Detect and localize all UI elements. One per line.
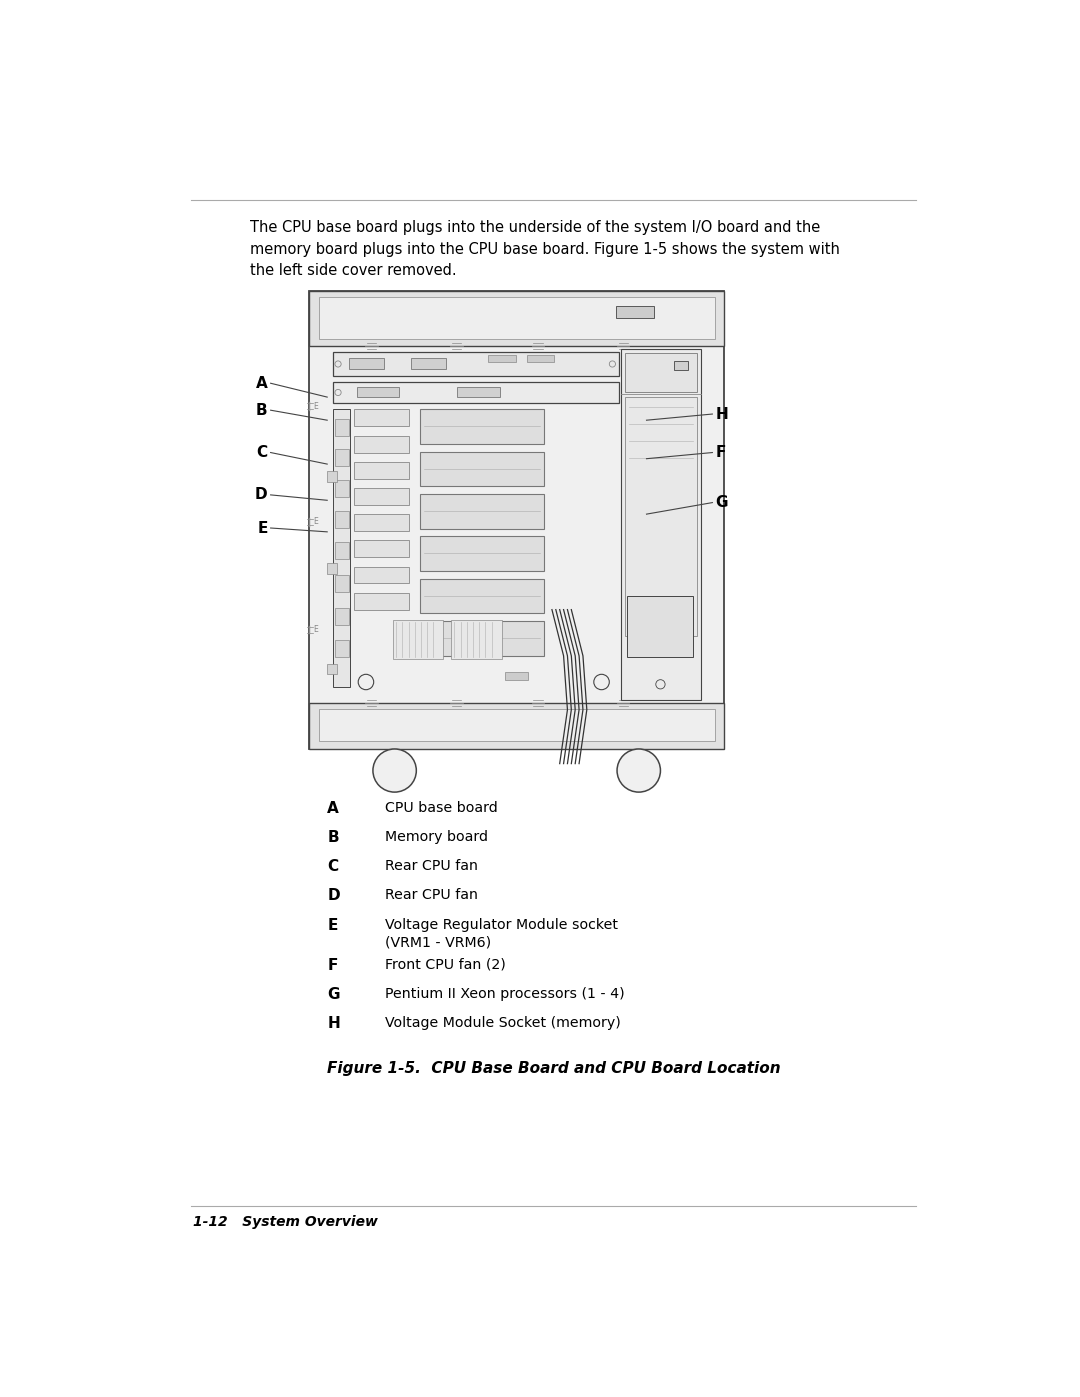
Circle shape [617,749,661,792]
Bar [335,608,349,624]
Bar [625,353,697,391]
Bar [625,397,697,636]
Bar [354,592,408,609]
Text: Front CPU fan (2): Front CPU fan (2) [384,958,505,972]
Text: C: C [256,446,268,460]
Text: The CPU base board plugs into the underside of the system I/O board and the
memo: The CPU base board plugs into the unders… [249,219,839,278]
Text: H: H [327,1016,340,1031]
Bar [327,563,337,574]
Text: A: A [256,376,268,391]
Text: G: G [327,986,340,1002]
Bar [393,620,444,659]
Bar [616,306,654,317]
Bar [335,542,349,559]
Bar [458,387,500,397]
Bar [420,451,544,486]
Bar [527,355,554,362]
Text: B: B [256,402,268,418]
Bar [309,703,724,749]
Text: Rear CPU fan: Rear CPU fan [384,888,477,902]
Text: Figure 1-5.  CPU Base Board and CPU Board Location: Figure 1-5. CPU Base Board and CPU Board… [326,1060,781,1076]
Bar [354,541,408,557]
Text: C: C [327,859,338,875]
Text: H: H [715,407,728,422]
Circle shape [373,749,416,792]
Text: E: E [313,624,318,634]
Bar [354,514,408,531]
Bar [335,419,349,436]
Bar [354,462,408,479]
Bar [335,450,349,467]
Bar [309,291,724,346]
Text: A: A [327,800,339,816]
Text: E: E [313,402,318,411]
Bar [354,488,408,504]
Text: E: E [327,918,338,933]
Text: Memory board: Memory board [384,830,487,844]
Text: F: F [715,446,726,460]
Bar [327,664,337,675]
Bar [410,358,446,369]
Bar [420,578,544,613]
Bar [335,640,349,658]
Bar [674,360,688,370]
Bar [334,381,619,404]
Bar [420,495,544,529]
Text: G: G [715,495,728,510]
Text: Rear CPU fan: Rear CPU fan [384,859,477,873]
Bar [488,355,515,362]
Bar [627,595,693,658]
Text: Voltage Regulator Module socket
(VRM1 - VRM6): Voltage Regulator Module socket (VRM1 - … [384,918,618,950]
Bar [319,298,715,338]
Text: D: D [255,488,268,503]
Text: Voltage Module Socket (memory): Voltage Module Socket (memory) [384,1016,620,1030]
Text: B: B [327,830,339,845]
Bar [621,349,701,700]
Text: 1-12   System Overview: 1-12 System Overview [193,1215,378,1229]
Bar [327,471,337,482]
Bar [335,576,349,592]
Text: F: F [327,958,338,972]
Bar [334,409,350,686]
Bar [309,291,724,749]
Bar [420,536,544,571]
Bar [356,387,400,397]
Bar [451,620,501,659]
Bar [354,436,408,453]
Bar [420,622,544,655]
Bar [349,358,383,369]
Text: CPU base board: CPU base board [384,800,497,814]
Bar [420,409,544,444]
Text: E: E [313,517,318,527]
Bar [319,708,715,742]
Bar [354,567,408,584]
Text: E: E [257,521,268,535]
Bar [335,511,349,528]
Bar [335,481,349,497]
Text: D: D [327,888,340,904]
Bar [504,672,528,680]
Text: Pentium II Xeon processors (1 - 4): Pentium II Xeon processors (1 - 4) [384,986,624,1000]
Bar [354,409,408,426]
Bar [334,352,619,376]
